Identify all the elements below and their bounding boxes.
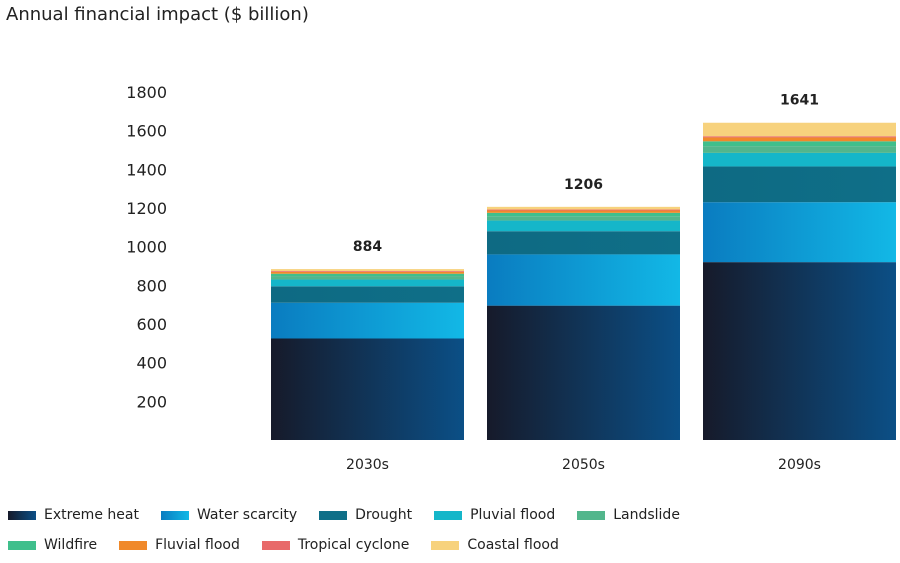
legend-item-water-scarcity: Water scarcity [160,507,298,523]
bar-segment-coastal-flood-2050s [487,206,680,210]
y-tick-label: 1000 [126,238,167,257]
bar-segment-tropical-cyclone-2090s [703,136,896,138]
x-axis: 2030s 2050s 2090s [346,457,821,473]
legend-row: Extreme heat Water scarcity Drought Pluvial… [8,503,888,527]
bar-segment-drought-2030s [271,286,464,303]
chart-title: Annual financial impact ($ billion) [6,4,309,25]
bar-segment-drought-2050s [487,231,680,255]
bar-segment-drought-2090s [703,166,896,203]
bar-segment-pluvial-flood-2050s [487,220,680,232]
y-tick-label: 800 [136,276,167,295]
legend-swatch [577,510,606,520]
y-tick-label: 1800 [126,83,167,102]
bars: 884 1206 1641 [271,93,896,440]
legend-label: Drought [355,507,413,523]
bar-segment-fluvial-flood-2030s [271,271,464,274]
bar-segment-coastal-flood-2030s [271,269,464,272]
legend-item-drought: Drought [319,507,412,523]
bar-segment-water-scarcity-2050s [487,254,680,306]
legend: Extreme heat Water scarcity Drought Pluvial… [8,503,888,563]
bar-segment-wildfire-2030s [271,273,464,277]
x-category-label: 2090s [778,457,821,473]
bar-total-label: 1206 [564,177,603,193]
x-category-label: 2030s [346,457,389,473]
legend-label: Wildfire [44,537,98,553]
legend-swatch [319,510,348,520]
legend-row: Wildfire Fluvial flood Tropical cyclone Coa… [8,533,888,557]
y-tick-label: 1200 [126,199,167,218]
x-category-label: 2050s [562,457,605,473]
legend-label: Landslide [613,507,680,523]
bar-total-label: 1641 [780,93,819,109]
y-tick-label: 1400 [126,160,167,179]
y-tick-label: 400 [136,354,167,373]
bar-segment-extreme-heat-2090s [703,262,896,440]
y-tick-label: 600 [136,315,167,334]
y-tick-label: 200 [136,392,167,411]
legend-swatch [119,540,148,550]
legend-item-tropical-cyclone: Tropical cyclone [261,537,410,553]
bar-segment-pluvial-flood-2030s [271,279,464,287]
legend-swatch [434,510,463,520]
bar-segment-extreme-heat-2050s [487,305,680,440]
bar-segment-water-scarcity-2090s [703,202,896,263]
legend-item-extreme-heat: Extreme heat [8,507,139,523]
legend-swatch [8,540,36,550]
legend-label: Extreme heat [44,507,139,523]
legend-item-pluvial-flood: Pluvial flood [434,507,555,523]
y-tick-label: 1600 [126,122,167,141]
bar-segment-extreme-heat-2030s [271,338,464,440]
legend-label: Water scarcity [196,507,298,523]
bar-segment-landslide-2030s [271,276,464,280]
bar-segment-fluvial-flood-2050s [487,210,680,213]
legend-label: Tropical cyclone [297,537,410,553]
legend-item-landslide: Landslide [577,507,680,523]
bar-segment-landslide-2050s [487,216,680,221]
legend-swatch [160,510,189,520]
bar-segment-landslide-2090s [703,146,896,153]
legend-swatch [8,510,36,520]
bar-segment-wildfire-2090s [703,141,896,147]
legend-item-fluvial-flood: Fluvial flood [119,537,240,553]
stacked-bar-chart: 200 400 600 800 1000 1200 1400 1600 1800 884 1206… [126,83,896,473]
legend-label: Coastal flood [467,537,559,553]
bar-segment-coastal-flood-2090s [703,122,896,137]
bar-segment-fluvial-flood-2090s [703,137,896,142]
legend-label: Fluvial flood [155,537,240,553]
legend-item-wildfire: Wildfire [8,537,97,553]
bar-segment-tropical-cyclone-2050s [487,209,680,211]
legend-item-coastal-flood: Coastal flood [431,537,559,553]
bar-total-label: 884 [353,239,382,255]
legend-swatch [261,540,290,550]
legend-label: Pluvial flood [470,507,556,523]
legend-swatch [431,540,460,550]
bar-segment-wildfire-2050s [487,212,680,217]
bar-segment-tropical-cyclone-2030s [271,271,464,272]
y-axis: 200 400 600 800 1000 1200 1400 1600 1800 [126,83,167,411]
bar-segment-water-scarcity-2030s [271,302,464,339]
bar-segment-pluvial-flood-2090s [703,152,896,167]
